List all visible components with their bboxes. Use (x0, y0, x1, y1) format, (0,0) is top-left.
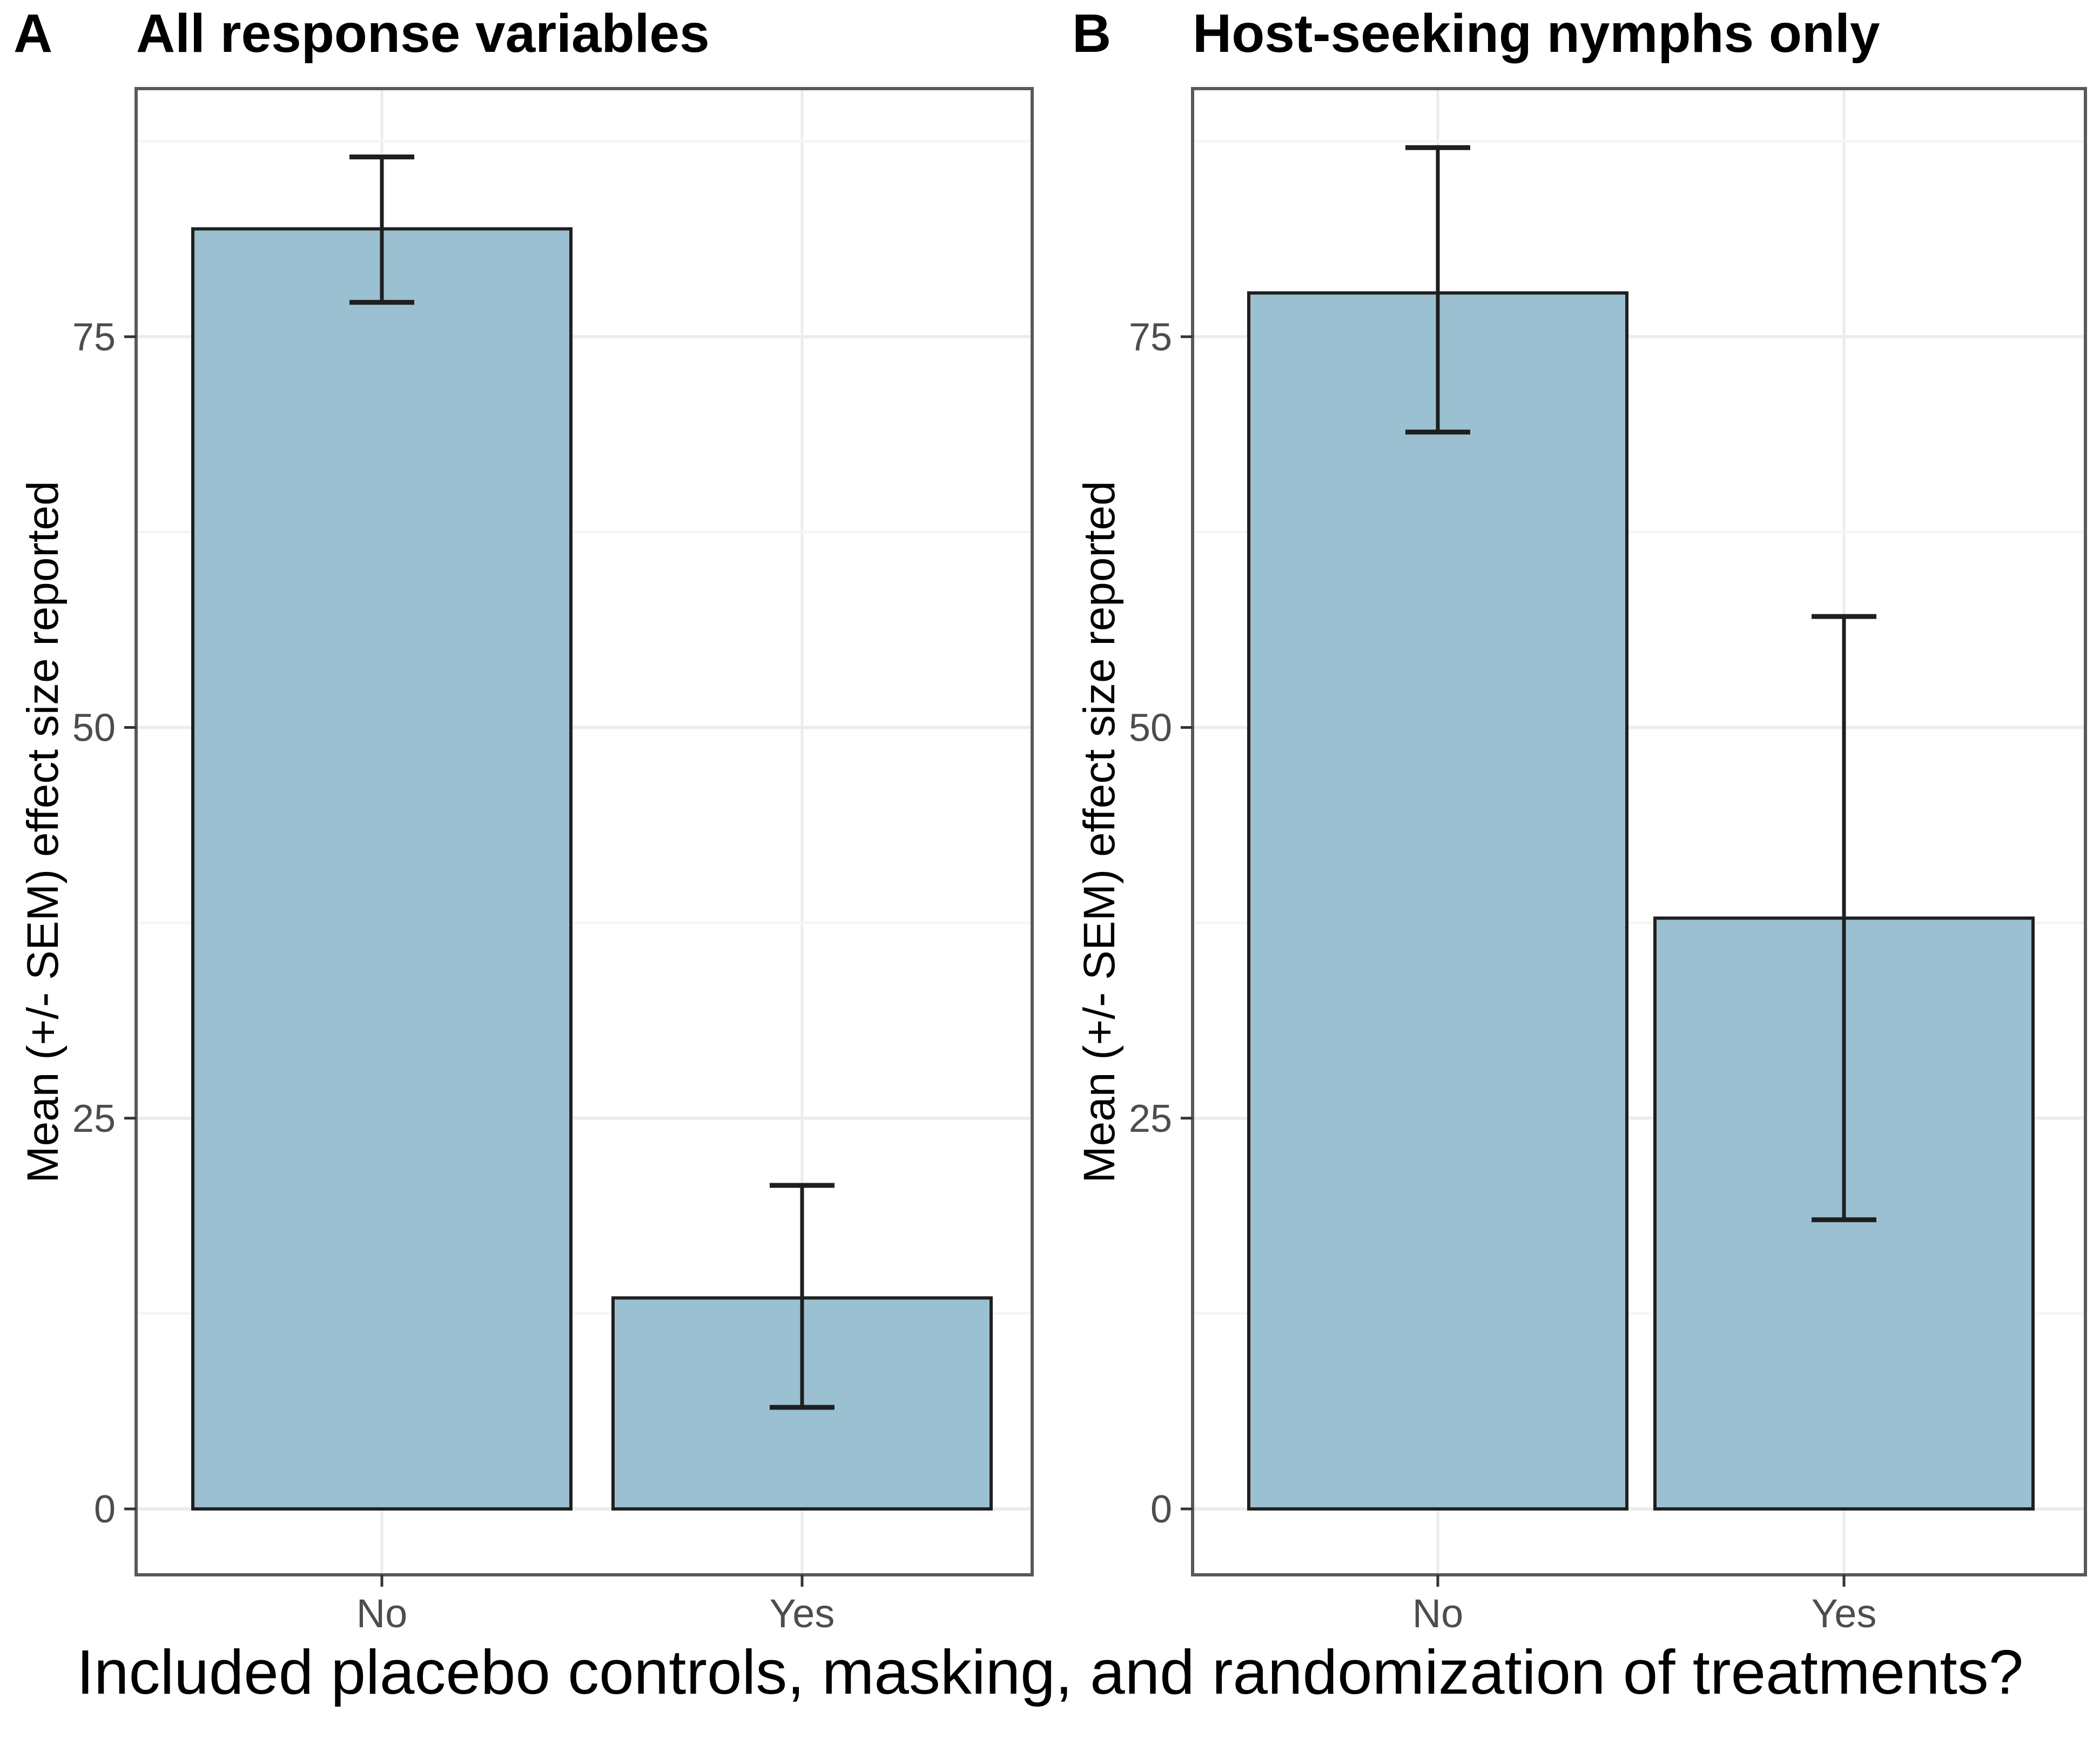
y-tick-label: 0 (1150, 1488, 1172, 1531)
y-tick-label: 75 (72, 316, 116, 359)
panel-a-tag: A (14, 3, 53, 64)
bar-no (1247, 291, 1628, 1511)
x-axis-caption: Included placebo controls, masking, and … (76, 1637, 2024, 1707)
panel-border (1191, 87, 2087, 1576)
panel-b-tag: B (1072, 3, 1112, 64)
y-tick-label: 0 (94, 1488, 116, 1531)
panel-a-title: All response variables (136, 3, 710, 64)
panel-border (134, 87, 1034, 1576)
x-tick-label: Yes (770, 1591, 835, 1636)
y-tick-label: 25 (72, 1097, 116, 1140)
x-tick-label: Yes (1812, 1591, 1877, 1636)
bar-no (191, 227, 573, 1511)
x-tick-label: No (1412, 1591, 1464, 1636)
y-tick-label: 50 (1129, 707, 1172, 750)
y-tick-label: 25 (1129, 1097, 1172, 1140)
x-tick-label: No (356, 1591, 408, 1636)
y-tick-label: 75 (1129, 316, 1172, 359)
panel-b-title: Host-seeking nymphs only (1193, 3, 1880, 64)
y-tick-label: 50 (72, 707, 116, 750)
